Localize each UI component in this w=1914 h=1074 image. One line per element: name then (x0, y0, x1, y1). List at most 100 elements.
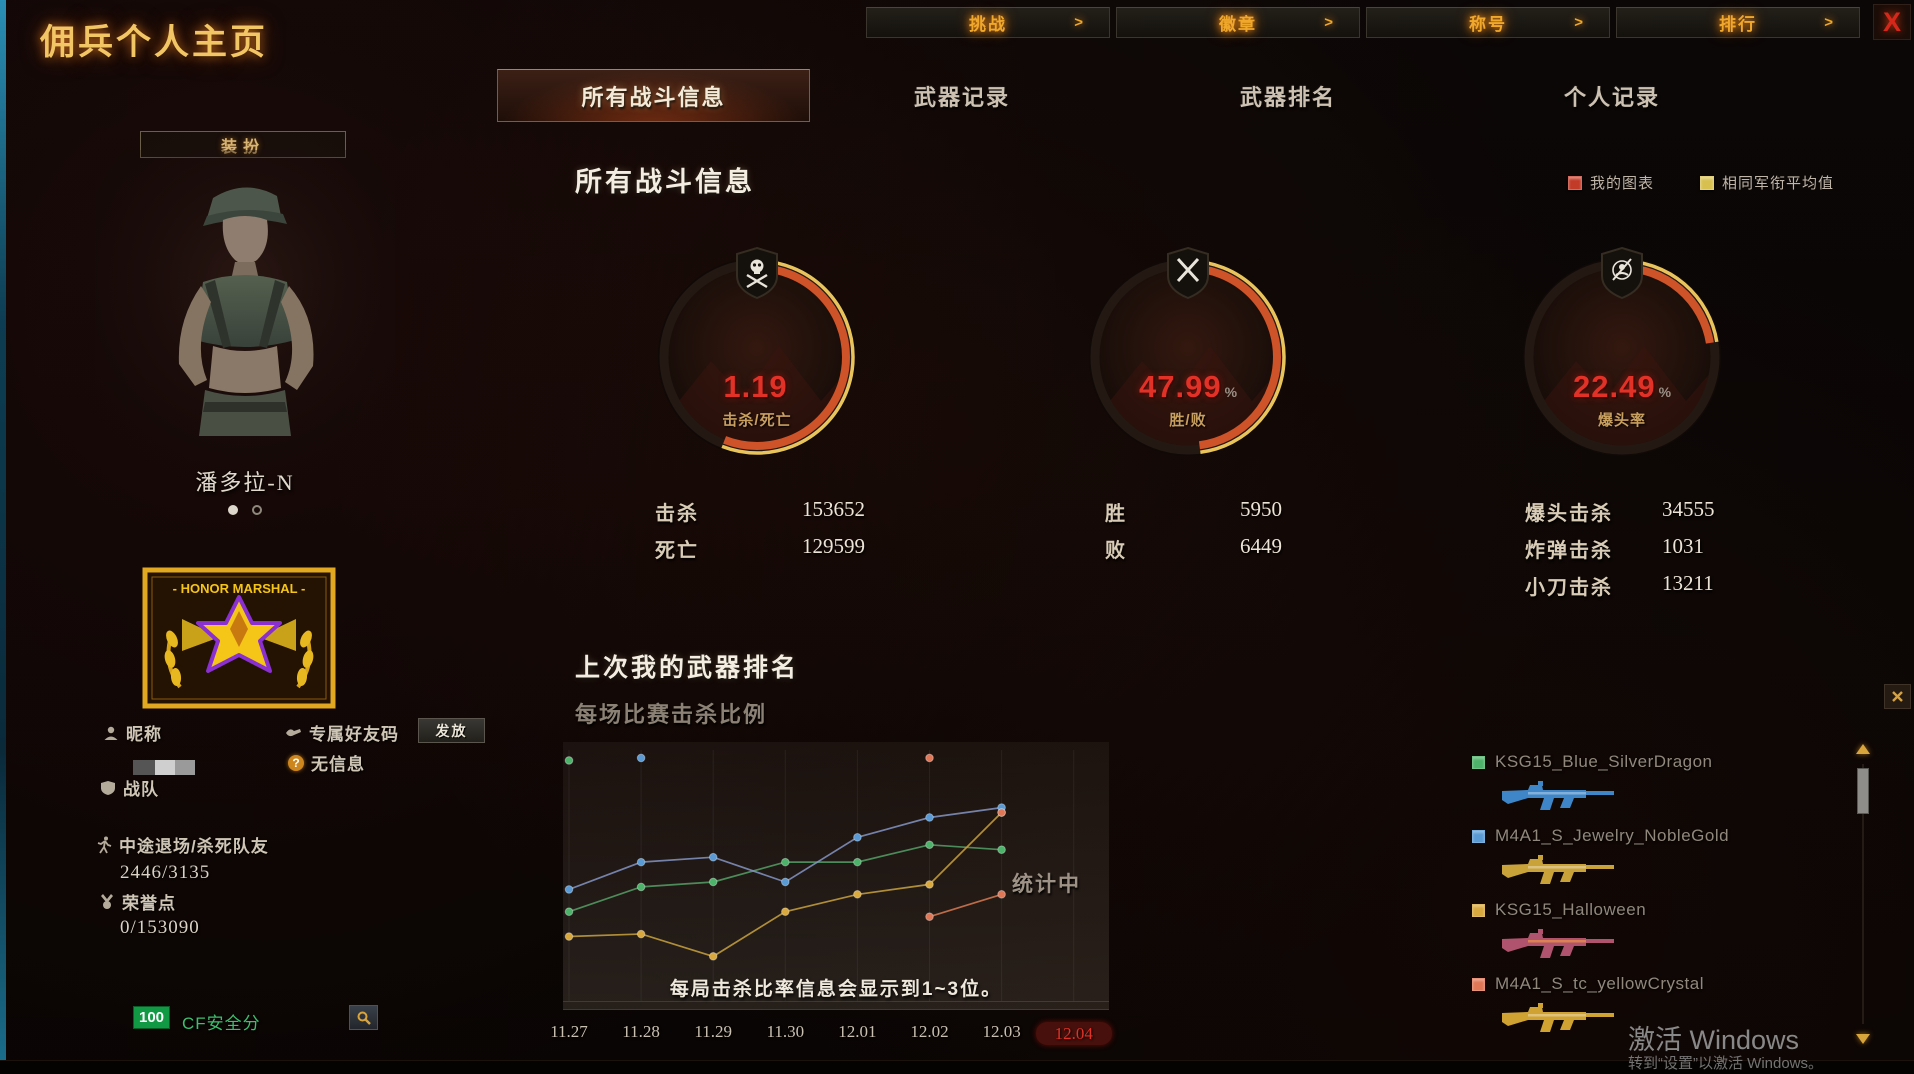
weapon-image (1502, 929, 1614, 958)
tab-personal-records[interactable]: 个人记录 (1563, 85, 1660, 110)
honor-label: 荣誉点 (122, 894, 176, 913)
no-info-row: ? 无信息 (288, 750, 365, 775)
x-axis-label-11.27[interactable]: 11.27 (550, 1022, 588, 1041)
quit-label: 中途退场/杀死队友 (119, 837, 269, 856)
weapon-image (1502, 1003, 1614, 1032)
nickname-label: 昵称 (126, 725, 162, 744)
gauge-value: 47.99 (1138, 369, 1222, 404)
chart-close-button[interactable] (1884, 684, 1911, 709)
scrollbar-track[interactable] (1862, 764, 1864, 1024)
x-axis-label-12.04[interactable]: 12.04 (1035, 1022, 1112, 1045)
safety-score-search-button[interactable] (349, 1005, 378, 1030)
stat-headshot-kills-label: 爆头击杀 (1525, 503, 1613, 525)
tab-label: 所有战斗信息 (581, 84, 726, 110)
chevron-right-icon: > (1074, 14, 1083, 31)
weapon-item-ksg15-blue-silverdragon[interactable]: KSG15_Blue_SilverDragon (1472, 752, 1802, 817)
weapon-item-ksg15-halloween[interactable]: KSG15_Halloween (1472, 900, 1802, 965)
series-swatch-icon (1472, 903, 1485, 917)
gauge-unit: % (1224, 384, 1238, 400)
data-point (636, 857, 646, 867)
gauge-value: 1.19 (723, 369, 788, 404)
data-point (708, 952, 718, 961)
safety-score-label: CF安全分 (182, 1014, 261, 1033)
weapon-item-m4a1-tc-yellowcrystal[interactable]: M4A1_S_tc_yellowCrystal (1472, 974, 1802, 1039)
outlier-point (564, 756, 574, 765)
character-name: 潘多拉-N (195, 470, 295, 495)
chevron-right-icon: > (1824, 14, 1833, 31)
question-mark-icon: ? (288, 754, 304, 771)
series-swatch-icon (1472, 977, 1485, 991)
outlier-point (997, 808, 1006, 817)
stat-losses-value: 6449 (1240, 534, 1282, 558)
nav-button-ranking[interactable]: 排行 > (1616, 7, 1860, 38)
nav-button-title[interactable]: 称号 > (1366, 7, 1610, 38)
scrollbar-thumb[interactable] (1857, 768, 1869, 814)
stat-bomb-kills-value: 1031 (1662, 534, 1704, 558)
data-point (853, 833, 862, 842)
crossed-rifles-icon (1167, 247, 1209, 299)
x-axis-label-11.29[interactable]: 11.29 (694, 1022, 732, 1041)
data-point (708, 852, 718, 862)
gauge-win-loss: 47.99% 胜/败 (1082, 247, 1294, 463)
carousel-dot-active[interactable] (228, 505, 238, 515)
chevron-right-icon: > (1574, 14, 1583, 31)
censored-nickname (133, 760, 195, 775)
weapon-image (1502, 855, 1614, 884)
data-point (564, 907, 574, 917)
data-point (781, 907, 790, 917)
data-point (636, 929, 646, 939)
stat-knife-kills-value: 13211 (1662, 571, 1714, 595)
clan-row: 战队 (100, 775, 159, 800)
gauge-kd-ratio: 1.19 击杀/死亡 (651, 247, 863, 463)
nav-label: 挑战 (969, 15, 1007, 34)
chart-status-text: 统计中 (1012, 873, 1081, 896)
nav-button-badge[interactable]: 徽章 > (1116, 7, 1360, 38)
scroll-down-icon[interactable] (1856, 1034, 1870, 1044)
x-axis-label-11.28[interactable]: 11.28 (622, 1022, 660, 1041)
data-point (781, 857, 790, 867)
gauge-value: 22.49 (1572, 369, 1656, 404)
weapon-name: M4A1_S_tc_yellowCrystal (1495, 974, 1704, 993)
x-axis-label-11.30[interactable]: 11.30 (766, 1022, 805, 1041)
nav-label: 排行 (1719, 15, 1757, 34)
stat-deaths-label: 死亡 (655, 540, 699, 562)
nav-button-challenge[interactable]: 挑战 > (866, 7, 1110, 38)
svg-text:- HONOR MARSHAL -: - HONOR MARSHAL - (173, 581, 306, 596)
issue-friend-code-button[interactable]: 发放 (418, 718, 485, 743)
weapons-scrollbar[interactable] (1855, 744, 1871, 1044)
x-axis-label-12.03[interactable]: 12.03 (982, 1022, 1021, 1041)
outlier-point (636, 753, 646, 763)
friend-code-row: 专属好友码 (285, 720, 399, 745)
data-point (636, 882, 646, 892)
series-swatch-icon (1472, 829, 1485, 843)
scroll-up-icon[interactable] (1856, 744, 1870, 754)
friend-code-label: 专属好友码 (309, 725, 399, 744)
close-window-button[interactable]: X (1873, 4, 1911, 40)
no-info-label: 无信息 (311, 755, 365, 774)
gauge-label: 击杀/死亡 (722, 412, 792, 429)
clan-label: 战队 (123, 780, 159, 799)
quit-row: 中途退场/杀死队友 (97, 832, 269, 857)
weapon-item-m4a1-jewelry-noblegold[interactable]: M4A1_S_Jewelry_NobleGold (1472, 826, 1802, 891)
honor-medal-icon (101, 894, 113, 909)
data-point (708, 877, 718, 887)
tab-weapon-records[interactable]: 武器记录 (913, 85, 1010, 110)
data-point (925, 840, 934, 850)
chart-caption: 每局击杀比率信息会显示到1~3位。 (669, 979, 1003, 1000)
data-point (925, 813, 934, 822)
page-title: 佣兵个人主页 (40, 23, 269, 62)
issue-label: 发放 (435, 722, 468, 739)
legend-swatch-yellow (1700, 175, 1714, 190)
tab-all-battle-info[interactable]: 所有战斗信息 (497, 69, 810, 122)
carousel-dot[interactable] (252, 505, 262, 515)
data-point (853, 890, 862, 899)
data-point (781, 877, 790, 887)
gauge-unit: % (1658, 384, 1672, 400)
weapon-rank-title: 上次我的武器排名 (575, 654, 800, 682)
honor-value: 0/153090 (120, 917, 200, 938)
stat-headshot-kills-value: 34555 (1662, 497, 1715, 521)
x-axis-label-12.01[interactable]: 12.01 (838, 1022, 877, 1041)
legend-swatch-red (1568, 175, 1582, 190)
tab-weapon-ranking[interactable]: 武器排名 (1239, 85, 1336, 110)
x-axis-label-12.02[interactable]: 12.02 (910, 1022, 949, 1041)
